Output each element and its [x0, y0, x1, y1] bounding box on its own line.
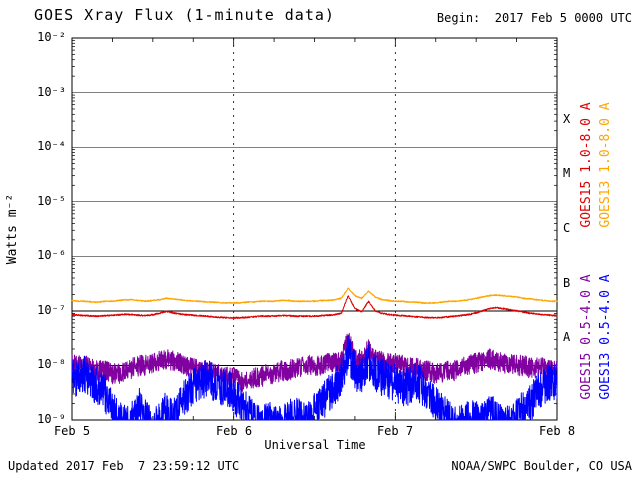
y-tick-label: 10⁻⁷ [37, 303, 66, 317]
updated-timestamp: Updated 2017 Feb 7 23:59:12 UTC [8, 459, 240, 473]
x-tick-label: Feb 7 [376, 424, 414, 438]
legend-goes13-short: GOES13 0.5-4.0 A [598, 274, 613, 400]
x-tick-label: Feb 8 [538, 424, 576, 438]
y-tick-label: 10⁻² [37, 30, 66, 44]
plot-frame [71, 37, 558, 421]
chart-title: GOES Xray Flux (1-minute data) [34, 6, 335, 24]
flare-class-label: X [563, 112, 571, 126]
y-tick-label: 10⁻⁹ [37, 412, 66, 426]
y-tick-label: 10⁻⁶ [37, 248, 66, 262]
series-goes13-short [71, 335, 558, 421]
series-goes15-short [71, 333, 558, 393]
x-tick-label: Feb 5 [53, 424, 91, 438]
flare-class-label: C [563, 221, 571, 235]
x-tick-label: Feb 6 [215, 424, 253, 438]
legend-goes15-long: GOES15 1.0-8.0 A [579, 102, 594, 228]
y-tick-label: 10⁻⁸ [37, 357, 66, 371]
legend-goes15-short: GOES15 0.5-4.0 A [579, 274, 594, 400]
flare-class-label: A [563, 330, 571, 344]
flare-class-label: M [563, 166, 571, 180]
y-tick-label: 10⁻⁴ [37, 139, 66, 153]
y-axis-label: Watts m⁻² [5, 193, 20, 265]
y-tick-label: 10⁻⁵ [37, 194, 66, 208]
y-tick-label: 10⁻³ [37, 85, 66, 99]
series-goes15-long [71, 295, 558, 319]
x-axis-label: Universal Time [264, 438, 366, 452]
begin-timestamp: Begin: 2017 Feb 5 0000 UTC [436, 11, 632, 25]
flare-class-label: B [563, 276, 571, 290]
credit-label: NOAA/SWPC Boulder, CO USA [451, 459, 632, 473]
legend-goes13-long: GOES13 1.0-8.0 A [598, 102, 613, 228]
series-goes13-long [71, 287, 558, 304]
